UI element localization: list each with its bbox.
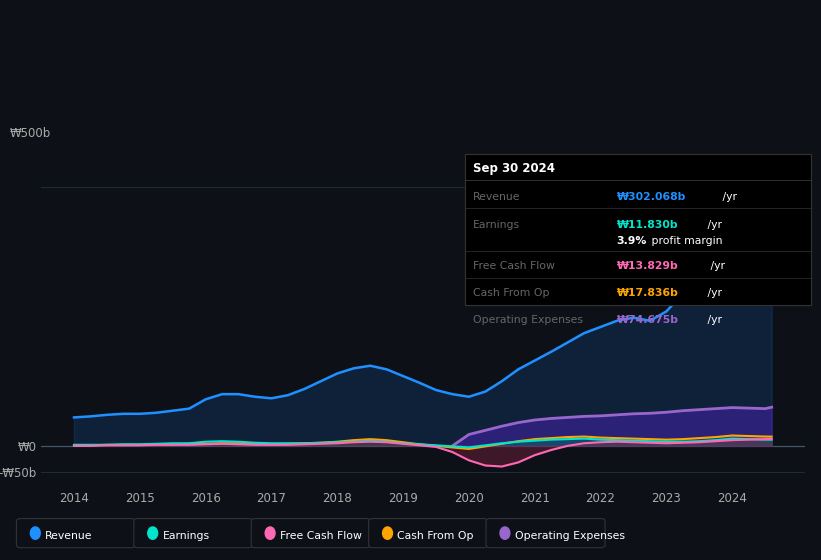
Text: /yr: /yr [704,220,722,230]
Text: ₩500b: ₩500b [10,127,51,140]
Text: /yr: /yr [719,192,737,202]
Text: Earnings: Earnings [163,531,209,541]
Text: Revenue: Revenue [45,531,93,541]
Text: Revenue: Revenue [473,192,521,202]
Text: Free Cash Flow: Free Cash Flow [473,262,555,272]
Text: ₩17.836b: ₩17.836b [617,288,678,298]
Text: Cash From Op: Cash From Op [473,288,549,298]
Text: Cash From Op: Cash From Op [397,531,474,541]
Text: 3.9%: 3.9% [617,236,647,246]
Text: Operating Expenses: Operating Expenses [515,531,625,541]
Text: Sep 30 2024: Sep 30 2024 [473,162,555,175]
Text: Operating Expenses: Operating Expenses [473,315,583,325]
Text: /yr: /yr [704,288,722,298]
Text: ₩13.829b: ₩13.829b [617,262,678,272]
Text: profit margin: profit margin [648,236,722,246]
Text: ₩302.068b: ₩302.068b [617,192,686,202]
Text: /yr: /yr [707,262,725,272]
Text: /yr: /yr [704,315,722,325]
Text: Free Cash Flow: Free Cash Flow [280,531,362,541]
Text: ₩11.830b: ₩11.830b [617,220,678,230]
Text: Earnings: Earnings [473,220,520,230]
Text: ₩74.675b: ₩74.675b [617,315,679,325]
